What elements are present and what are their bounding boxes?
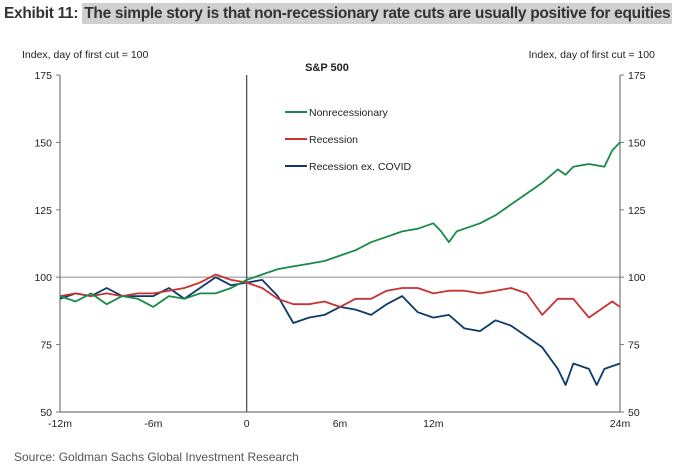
- y-tick-label-left: 175: [34, 70, 52, 82]
- x-tick-label: -6m: [144, 418, 162, 430]
- x-tick-label: 24m: [610, 418, 631, 430]
- right-axis-label: Index, day of first cut = 100: [529, 49, 656, 61]
- series-line-nonrecessionary: [59, 141, 621, 308]
- source-note: Source: Goldman Sachs Global Investment …: [14, 450, 299, 464]
- y-tick-label-left: 100: [34, 272, 52, 284]
- y-tick-label-right: 175: [628, 70, 646, 82]
- chart-title: S&P 500: [305, 62, 349, 74]
- y-tick-label-right: 125: [628, 205, 646, 217]
- x-tick-label: 6m: [333, 418, 348, 430]
- legend-label: Nonrecessionary: [309, 107, 389, 119]
- left-axis-label: Index, day of first cut = 100: [22, 49, 149, 61]
- y-tick-label-left: 150: [34, 137, 52, 149]
- y-tick-label-left: 75: [40, 340, 52, 352]
- legend-label: Recession: [309, 134, 358, 146]
- x-tick-label: 0: [244, 418, 250, 430]
- y-tick-label-right: 50: [628, 407, 640, 419]
- x-tick-label: -12m: [48, 418, 72, 430]
- legend-label: Recession ex. COVID: [309, 161, 412, 173]
- exhibit-title: Exhibit 11: The simple story is that non…: [4, 3, 673, 24]
- series-line-recession: [59, 273, 621, 319]
- y-tick-label-left: 50: [40, 407, 52, 419]
- y-tick-label-right: 75: [628, 340, 640, 352]
- exhibit-headline: The simple story is that non-recessionar…: [82, 3, 673, 24]
- y-tick-label-left: 125: [34, 205, 52, 217]
- exhibit-number: Exhibit 11:: [4, 5, 79, 22]
- y-tick-label-right: 150: [628, 137, 646, 149]
- x-tick-label: 12m: [423, 418, 444, 430]
- y-tick-label-right: 100: [628, 272, 646, 284]
